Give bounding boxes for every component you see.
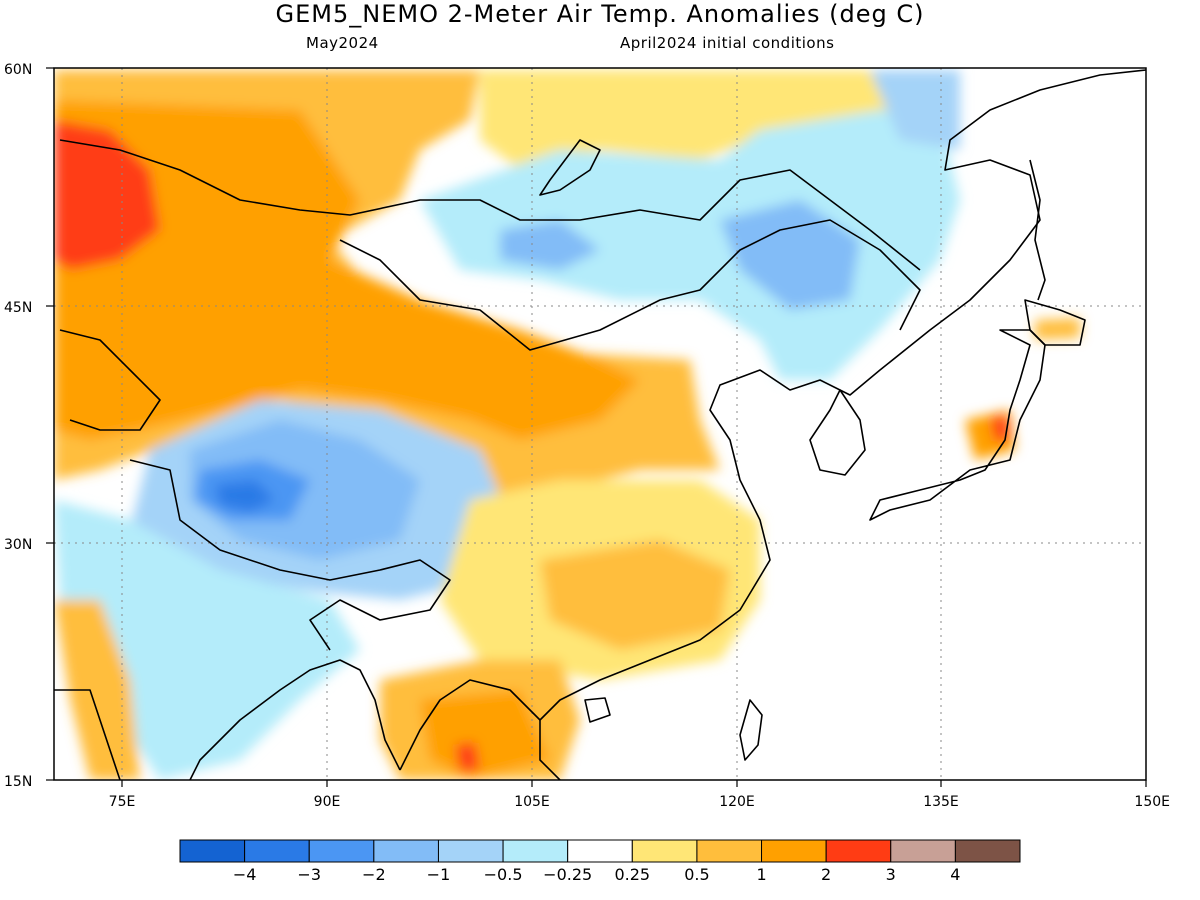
border-russia-south: [59, 139, 921, 271]
lat-label-15n: 15N: [4, 774, 32, 790]
colorbar-swatch: [567, 839, 633, 863]
lon-label-120e: 120E: [719, 794, 755, 810]
colorbar-swatch: [825, 839, 892, 863]
coastline-india: [54, 659, 401, 780]
colorbar-swatch: [437, 839, 504, 863]
colorbar: −4 −3 −2 −1 −0.5 −0.25 0.25 0.5 1 2 3 4: [179, 839, 1021, 884]
lat-label-45n: 45N: [4, 300, 32, 316]
colorbar-label: 1: [756, 865, 766, 884]
colorbar-swatch: [631, 839, 698, 863]
colorbar-swatch: [244, 839, 310, 863]
colorbar-label: −4: [233, 865, 257, 884]
graticule: [54, 68, 1146, 780]
coastline-korea: [809, 389, 866, 476]
colorbar-label: 3: [886, 865, 896, 884]
border-central-asia: [59, 329, 161, 431]
colorbar-label: −1: [427, 865, 451, 884]
border-china-mongolia: [339, 219, 921, 351]
axis-ticks: [46, 67, 1147, 787]
coldest-spot-tibet: [215, 480, 275, 512]
warm-region-inner: [54, 100, 640, 440]
lon-label-75e: 75E: [109, 794, 136, 810]
map-title: GEM5_NEMO 2-Meter Air Temp. Anomalies (d…: [275, 0, 925, 28]
warm-strip-north: [480, 70, 900, 170]
colorbar-swatch: [696, 839, 763, 863]
lon-label-150e: 150E: [1134, 794, 1170, 810]
map-frame: [53, 67, 1147, 781]
border-himalaya: [129, 459, 451, 651]
coastline-east-asia: [539, 69, 1146, 780]
coastline-japan: [869, 329, 1046, 521]
coastline-hainan: [584, 697, 611, 723]
cool-region-northeast: [420, 110, 960, 380]
colorbar-swatch: [502, 839, 569, 863]
colorbar-label: 2: [821, 865, 831, 884]
map-panel: [54, 68, 1146, 780]
warm-core-south-china: [540, 540, 730, 650]
coastline-sakhalin: [1029, 159, 1046, 301]
init-conditions-label: April2024 initial conditions: [620, 34, 835, 52]
coastline-hokkaido: [1024, 299, 1086, 346]
colorbar-label: −0.25: [543, 865, 592, 884]
warm-region-west-india: [54, 600, 140, 780]
colorbar-swatch: [761, 839, 827, 863]
lat-label-60n: 60N: [4, 62, 32, 78]
colorbar-swatch: [179, 839, 246, 863]
lat-label-30n: 30N: [4, 537, 32, 553]
warm-spot-hokkaido: [1035, 318, 1080, 340]
colorbar-label: 0.25: [614, 865, 650, 884]
hot-spot-west: [54, 120, 160, 270]
colorbar-label: −3: [297, 865, 321, 884]
cool-core-northeast: [500, 200, 860, 310]
coastline-taiwan: [739, 699, 763, 761]
colorbar-swatch: [373, 839, 439, 863]
colorbar-swatch: [954, 839, 1021, 863]
colorbar-swatch: [308, 839, 375, 863]
valid-month-label: May2024: [306, 34, 379, 52]
colorbar-label: 4: [950, 865, 960, 884]
warm-core-indochina: [420, 690, 550, 780]
anomaly-fill: [54, 70, 1080, 780]
lon-label-90e: 90E: [314, 794, 341, 810]
lon-label-135e: 135E: [923, 794, 959, 810]
lon-label-105e: 105E: [514, 794, 550, 810]
colorbar-label: −0.5: [484, 865, 523, 884]
coastlines-borders: [54, 69, 1146, 780]
coastline-indochina: [399, 679, 541, 771]
colorbar-swatch: [890, 839, 956, 863]
cool-north-edge: [870, 70, 960, 150]
lake-baikal: [539, 139, 601, 196]
colorbar-label: −2: [362, 865, 386, 884]
colorbar-label: 0.5: [684, 865, 709, 884]
hot-spot-indochina: [455, 742, 480, 772]
